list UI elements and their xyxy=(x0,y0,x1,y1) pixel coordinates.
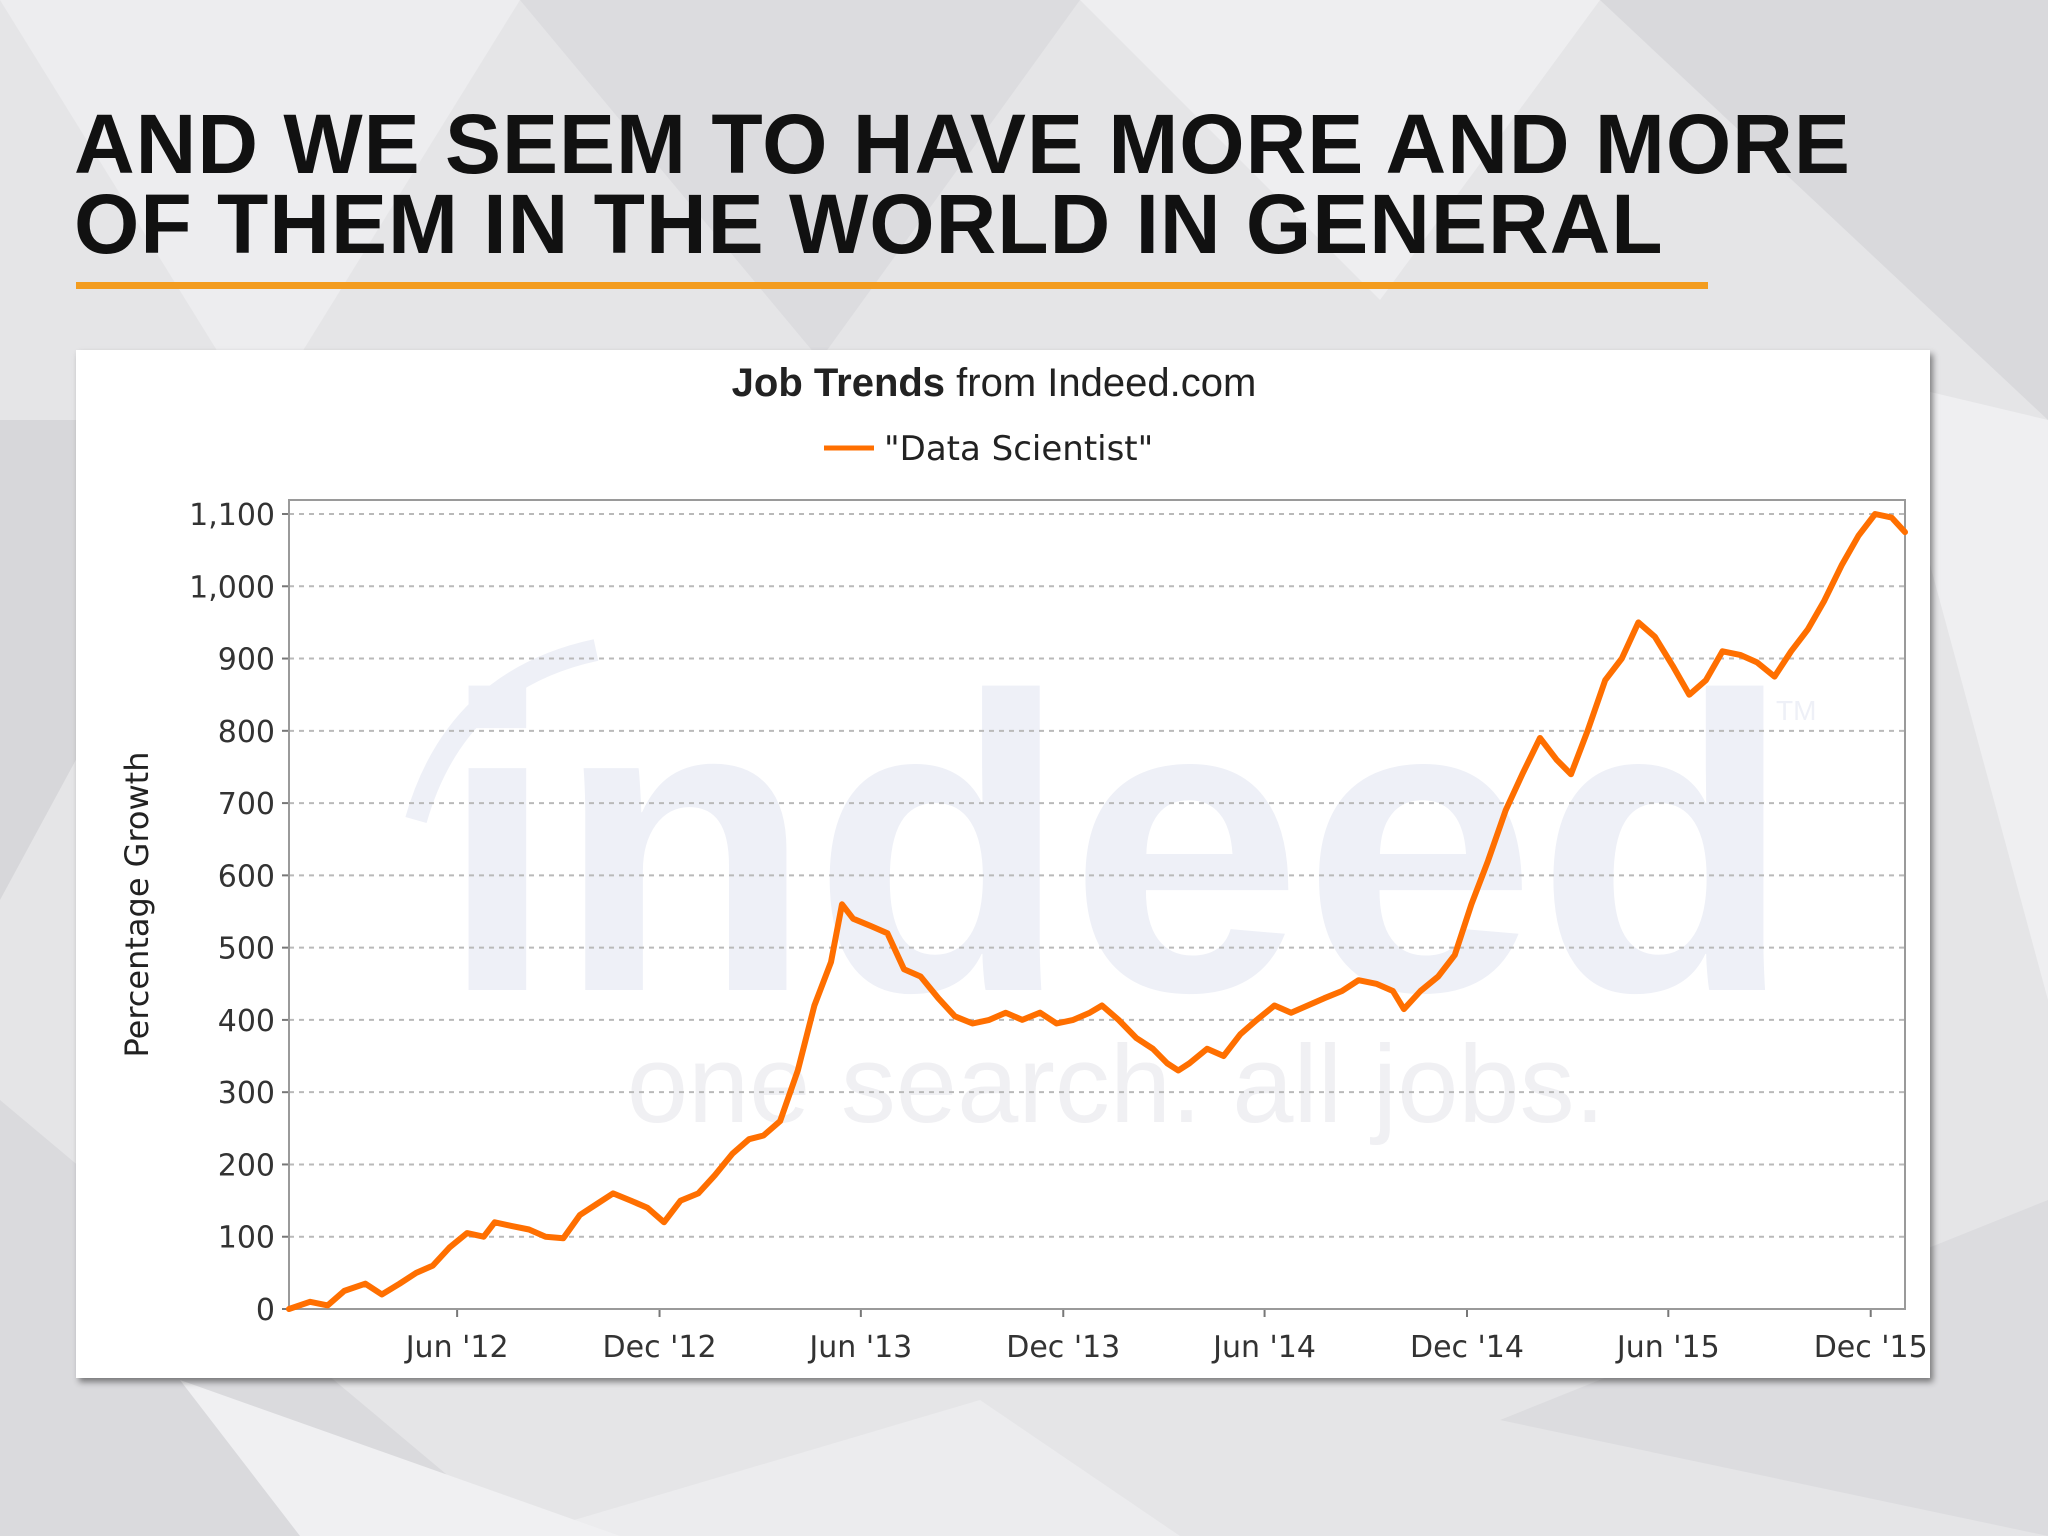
y-tick-label: 200 xyxy=(218,1148,275,1183)
chart-panel: indeed one search. all jobs. TM 0 100 200 300 4… xyxy=(76,350,1930,1378)
y-tick-label: 600 xyxy=(218,859,275,894)
y-tick-label: 100 xyxy=(218,1221,275,1256)
x-tick-label: Dec '13 xyxy=(1006,1330,1120,1365)
x-tick-label: Jun '15 xyxy=(1615,1330,1720,1365)
y-tick-label: 500 xyxy=(218,932,275,967)
y-tick-label: 400 xyxy=(218,1004,275,1039)
chart-title: Job Trends from Indeed.com xyxy=(732,361,1257,405)
slide-title-line1: AND WE SEEM TO HAVE MORE AND MORE xyxy=(74,97,1851,191)
x-tick-label: Jun '13 xyxy=(807,1330,912,1365)
x-tick-label: Dec '14 xyxy=(1410,1330,1524,1365)
title-underline xyxy=(76,282,1708,289)
series-line-data-scientist xyxy=(286,511,1908,1312)
y-tick-label: 300 xyxy=(218,1076,275,1111)
watermark-logo: indeed xyxy=(439,611,1793,1080)
y-tick-label: 800 xyxy=(218,715,275,750)
y-tick-label: 0 xyxy=(256,1293,275,1328)
x-tick-label: Jun '12 xyxy=(404,1330,509,1365)
legend-label: "Data Scientist" xyxy=(884,429,1153,469)
slide-title: AND WE SEEM TO HAVE MORE AND MORE OF THE… xyxy=(74,102,1974,266)
slide-title-line2: OF THEM IN THE WORLD IN GENERAL xyxy=(74,177,1664,271)
y-tick-label: 900 xyxy=(218,643,275,678)
x-tick-label: Dec '15 xyxy=(1814,1330,1928,1365)
y-tick-label: 1,000 xyxy=(189,570,275,605)
x-tick-label: Jun '14 xyxy=(1211,1330,1316,1365)
y-axis-label: Percentage Growth xyxy=(118,751,156,1057)
watermark-tm: TM xyxy=(1776,695,1816,726)
y-tick-label: 700 xyxy=(218,787,275,822)
y-tick-label: 1,100 xyxy=(189,498,275,533)
x-tick-label: Dec '12 xyxy=(603,1330,717,1365)
plot-area-border xyxy=(288,499,1906,1310)
